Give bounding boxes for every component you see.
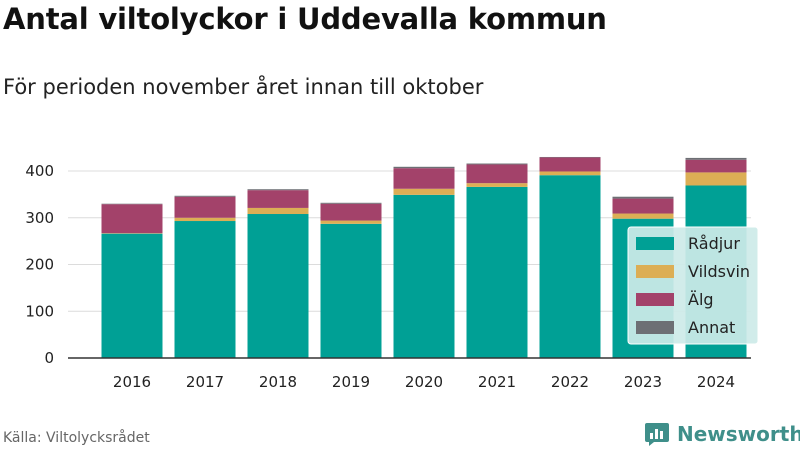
- bar-segment: [247, 189, 309, 191]
- bar-segment: [101, 233, 163, 358]
- brand-name: Newsworthy: [677, 422, 800, 446]
- legend-box: [627, 226, 759, 345]
- legend-swatch: [636, 293, 674, 306]
- bar-segment: [174, 217, 236, 222]
- x-tick-label: 2021: [478, 373, 516, 391]
- y-tick-label: 300: [25, 209, 54, 227]
- bar-segment: [174, 221, 236, 358]
- bar-segment: [174, 195, 236, 197]
- legend-swatch: [636, 237, 674, 250]
- legend-swatch: [636, 265, 674, 278]
- bar-segment: [612, 196, 674, 199]
- bar-segment: [466, 183, 528, 187]
- bar-segment: [247, 214, 309, 358]
- bar-segment: [320, 203, 382, 221]
- bar-segment: [247, 190, 309, 208]
- stacked-bar-chart: 0 100 200 300 400 2016 2017 2018 2019 2020 2021 202…: [25, 156, 759, 391]
- bar-segment: [320, 223, 382, 358]
- bar-segment: [101, 204, 163, 234]
- bar-segment: [466, 164, 528, 184]
- bar-segment: [393, 166, 455, 169]
- y-tick-label: 400: [25, 162, 54, 180]
- bar-segment: [539, 157, 601, 172]
- bar-segment: [393, 188, 455, 195]
- bar-segment: [466, 163, 528, 165]
- source-note: Källa: Viltolycksrådet: [3, 430, 150, 446]
- legend-label: Rådjur: [688, 234, 740, 253]
- bar-segment: [320, 202, 382, 204]
- bar-segment: [393, 194, 455, 358]
- bar-segment: [685, 159, 747, 173]
- x-tick-label: 2017: [186, 373, 224, 391]
- x-tick-label: 2020: [405, 373, 443, 391]
- x-tick-label: 2018: [259, 373, 297, 391]
- legend-swatch: [636, 321, 674, 334]
- y-tick-label: 100: [25, 302, 54, 320]
- bar-segment: [539, 175, 601, 358]
- x-tick-label: 2023: [624, 373, 662, 391]
- bar-segment: [612, 198, 674, 214]
- bar-segment: [247, 207, 309, 215]
- legend-label: Älg: [688, 290, 714, 309]
- legend-label: Vildsvin: [688, 262, 750, 281]
- chart-subtitle: För perioden november året innan till ok…: [3, 75, 484, 99]
- bar-segment: [685, 172, 747, 186]
- x-tick-label: 2022: [551, 373, 589, 391]
- legend-label: Annat: [688, 318, 735, 337]
- y-tick-label: 0: [44, 349, 54, 367]
- bar-segment: [393, 168, 455, 189]
- x-tick-label: 2019: [332, 373, 370, 391]
- bar-segment: [174, 196, 236, 218]
- newsworthy-logo-icon: [645, 423, 669, 446]
- chart-title: Antal viltolyckor i Uddevalla kommun: [3, 2, 607, 36]
- x-tick-label: 2016: [113, 373, 151, 391]
- bar-segment: [612, 213, 674, 219]
- x-tick-label: 2024: [697, 373, 735, 391]
- bar-segment: [320, 220, 382, 224]
- bar-segment: [539, 171, 601, 176]
- brand-logo: Newsworthy: [644, 420, 800, 448]
- bar-segment: [466, 186, 528, 358]
- bar-segment: [685, 157, 747, 160]
- y-tick-label: 200: [25, 256, 54, 274]
